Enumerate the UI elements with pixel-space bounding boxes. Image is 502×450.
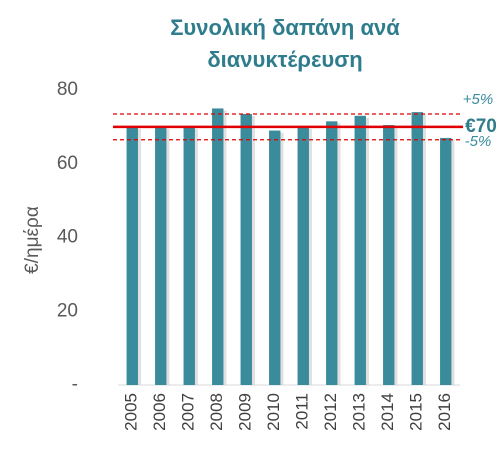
chart-title: διανυκτέρευση	[207, 47, 362, 72]
y-axis-label: €/ημέρα	[22, 206, 43, 274]
x-tick-label: 2012	[321, 393, 340, 431]
y-tick-label: 80	[57, 79, 78, 100]
x-tick-label: 2016	[435, 393, 454, 431]
y-tick-label: -	[72, 374, 78, 395]
bar	[155, 126, 167, 385]
y-tick-label: 60	[57, 153, 78, 174]
bar	[440, 137, 452, 385]
x-tick-label: 2008	[207, 393, 226, 431]
y-tick-label: 40	[57, 227, 78, 248]
y-tick-label: 20	[57, 300, 78, 321]
chart-title: Συνολική δαπάνη ανά	[170, 15, 400, 40]
bar	[240, 113, 252, 385]
band-label: +5%	[463, 91, 493, 108]
bar	[269, 130, 281, 385]
bar	[326, 121, 338, 385]
bar	[126, 126, 138, 385]
bar	[297, 126, 309, 385]
bar	[411, 112, 423, 385]
x-tick-label: 2006	[150, 393, 169, 431]
x-tick-label: 2013	[350, 393, 369, 431]
x-tick-label: 2007	[179, 393, 198, 431]
x-tick-label: 2010	[264, 393, 283, 431]
x-tick-label: 2011	[293, 393, 312, 430]
bar	[212, 108, 224, 385]
band-label: -5%	[465, 133, 492, 150]
x-tick-label: 2005	[122, 393, 141, 431]
bar	[354, 115, 366, 385]
bar	[183, 126, 195, 385]
x-tick-label: 2009	[236, 393, 255, 431]
reference-label: €70	[465, 116, 497, 137]
bar	[383, 125, 395, 385]
x-tick-label: 2015	[407, 393, 426, 431]
x-tick-label: 2014	[378, 393, 397, 431]
